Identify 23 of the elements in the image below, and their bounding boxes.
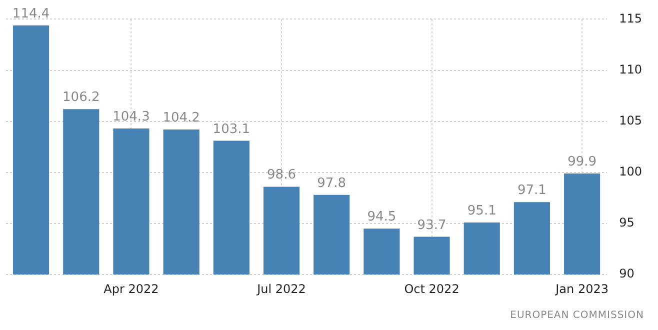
data-label: 104.2 — [162, 110, 200, 126]
y-tick-label: 110 — [619, 62, 642, 76]
data-label: 95.1 — [467, 204, 496, 218]
x-tick-label: Oct 2022 — [404, 282, 460, 296]
x-tick-label: Apr 2022 — [104, 282, 159, 296]
y-tick-label: 100 — [619, 164, 642, 179]
data-label: 99.9 — [568, 154, 597, 170]
y-tick-label: 95 — [619, 216, 634, 230]
data-label: 98.6 — [267, 168, 296, 183]
data-label: 114.4 — [12, 6, 50, 22]
text: EUROPEAN COMMISSION — [510, 310, 644, 321]
y-tick-label: 115 — [619, 11, 642, 26]
y-tick-label: 90 — [619, 266, 634, 281]
data-label: 106.2 — [62, 90, 100, 106]
data-label: 103.1 — [212, 122, 250, 137]
y-tick-label: 105 — [619, 113, 642, 128]
x-tick-label: Jul 2022 — [256, 282, 306, 296]
data-label: 97.1 — [517, 183, 546, 198]
x-tick-label: Jan 2023 — [554, 282, 608, 296]
data-label: 104.3 — [112, 110, 150, 125]
data-label: 94.5 — [367, 210, 396, 225]
data-label: 97.8 — [317, 176, 346, 191]
data-label: 93.7 — [417, 218, 446, 233]
